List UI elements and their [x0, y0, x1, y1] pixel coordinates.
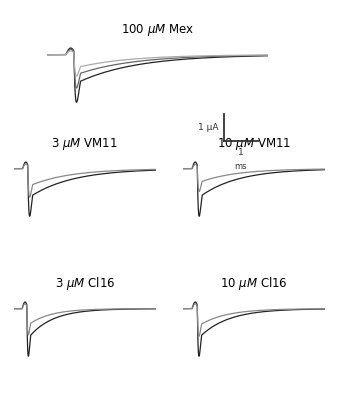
Title: 3 $\it{\mu}$$\it{M}$ VM11: 3 $\it{\mu}$$\it{M}$ VM11 — [52, 136, 118, 152]
Title: 10 $\it{\mu}$$\it{M}$ VM11: 10 $\it{\mu}$$\it{M}$ VM11 — [217, 136, 291, 152]
Title: 100 $\it{\mu}$$\it{M}$ Mex: 100 $\it{\mu}$$\it{M}$ Mex — [121, 22, 194, 38]
Title: 3 $\it{\mu}$$\it{M}$ Cl16: 3 $\it{\mu}$$\it{M}$ Cl16 — [55, 275, 115, 292]
Title: 10 $\it{\mu}$$\it{M}$ Cl16: 10 $\it{\mu}$$\it{M}$ Cl16 — [220, 275, 288, 292]
Text: ms: ms — [235, 162, 247, 171]
Text: 1: 1 — [238, 148, 243, 157]
Text: 1 μA: 1 μA — [199, 123, 219, 132]
